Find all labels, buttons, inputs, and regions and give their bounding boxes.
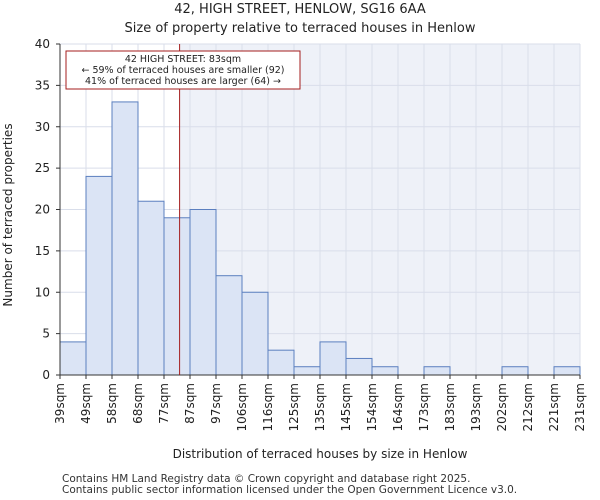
histogram-bar (59, 341, 87, 376)
x-tick-label: 145sqm (339, 383, 353, 431)
y-tick-label: 30 (35, 120, 50, 134)
y-tick-label: 10 (35, 285, 50, 299)
histogram-bar (371, 366, 399, 376)
x-tick-label: 193sqm (469, 383, 483, 431)
x-tick-label: 106sqm (235, 383, 249, 431)
x-tick-label: 116sqm (261, 383, 275, 431)
x-tick-label: 164sqm (391, 383, 405, 431)
histogram-bar (215, 275, 243, 376)
histogram-bar (319, 341, 347, 376)
y-tick-label: 0 (42, 368, 50, 382)
bars-layer (59, 101, 581, 376)
x-tick-label: 221sqm (547, 383, 561, 431)
annotation-line-2: ← 59% of terraced houses are smaller (92… (81, 65, 284, 76)
x-tick-label: 154sqm (365, 383, 379, 431)
x-tick-label: 135sqm (313, 383, 327, 431)
y-tick-label: 15 (35, 244, 50, 258)
histogram-bar (501, 366, 529, 376)
x-tick-label: 183sqm (443, 383, 457, 431)
x-tick-label: 58sqm (105, 383, 119, 424)
histogram-bar (423, 366, 451, 376)
y-tick-label: 5 (42, 327, 50, 341)
y-tick-label: 40 (35, 37, 50, 51)
x-tick-label: 173sqm (417, 383, 431, 431)
x-tick-label: 202sqm (495, 383, 509, 431)
histogram-bar (293, 366, 321, 376)
y-axis-label: Number of terraced properties (1, 123, 15, 306)
annotation-layer: 42 HIGH STREET: 83sqm ← 59% of terraced … (65, 50, 301, 90)
annotation-line-1: 42 HIGH STREET: 83sqm (125, 54, 241, 65)
histogram-bar (163, 217, 191, 376)
x-tick-label: 212sqm (521, 383, 535, 431)
histogram-bar (553, 366, 581, 376)
histogram-bar (267, 349, 295, 376)
histogram-bar (137, 200, 165, 376)
y-tick-label: 35 (35, 78, 50, 92)
chart-title: 42, HIGH STREET, HENLOW, SG16 6AA (174, 2, 426, 17)
histogram-bar (345, 357, 373, 376)
y-tick-label: 25 (35, 161, 50, 175)
footer-line-2: Contains public sector information licen… (62, 484, 518, 496)
x-tick-label: 68sqm (131, 383, 145, 424)
footer-line-1: Contains HM Land Registry data © Crown c… (62, 473, 471, 485)
histogram-bar (111, 101, 139, 376)
x-tick-label: 97sqm (209, 383, 223, 424)
x-axis-label: Distribution of terraced houses by size … (173, 447, 468, 461)
x-tick-label: 39sqm (53, 383, 67, 424)
axes-layer: 0 5 10 15 20 25 30 35 40 39sqm 49sqm 58sqm 68sqm 77sq… (35, 37, 587, 431)
histogram-bar (189, 209, 217, 376)
x-tick-label: 125sqm (287, 383, 301, 431)
x-tick-label: 231sqm (573, 383, 587, 431)
x-tick-label: 77sqm (157, 383, 171, 424)
x-tick-label: 49sqm (79, 383, 93, 424)
histogram-bar (85, 175, 113, 376)
chart-subtitle: Size of property relative to terraced ho… (124, 21, 476, 36)
x-tick-label: 87sqm (183, 383, 197, 424)
histogram-bar (241, 291, 269, 376)
y-tick-label: 20 (35, 203, 50, 217)
annotation-box (65, 50, 301, 90)
annotation-line-3: 41% of terraced houses are larger (64) → (85, 76, 281, 87)
